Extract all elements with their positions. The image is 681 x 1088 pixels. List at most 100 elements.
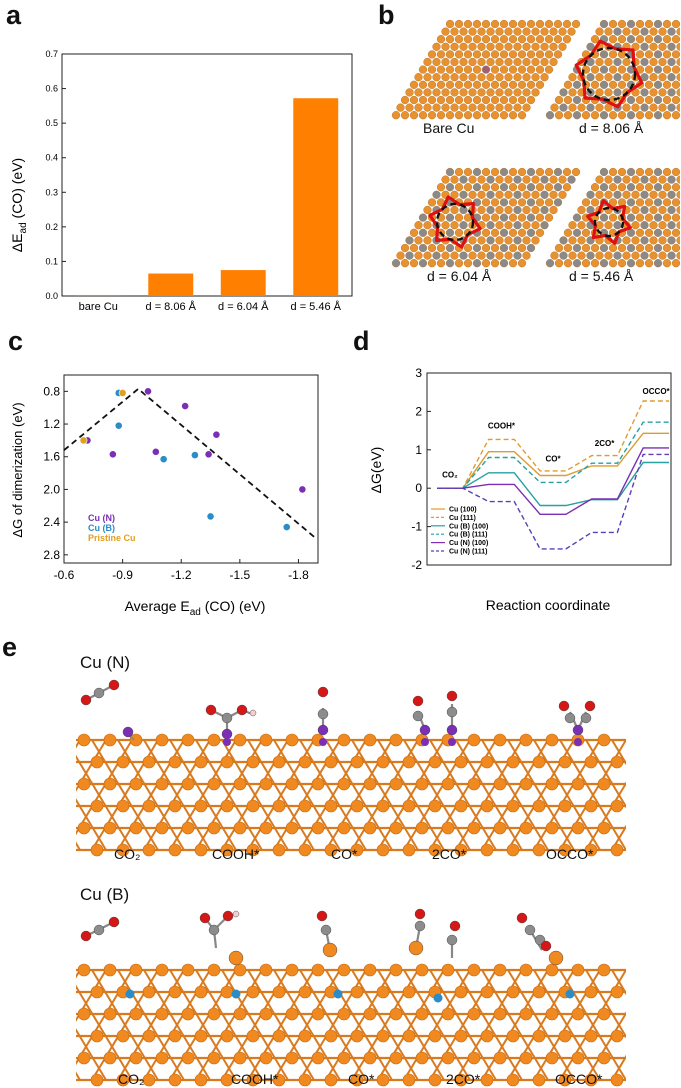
cu-atom xyxy=(481,213,491,222)
chart-c-ylabel: ΔG of dimerization (eV) xyxy=(10,402,25,537)
cu-atom xyxy=(495,27,504,36)
cu-atom xyxy=(324,1029,338,1043)
cu-b-slab-row xyxy=(0,908,681,1087)
cu-atom xyxy=(441,27,450,36)
chart-c-points xyxy=(79,387,307,531)
cu-atom xyxy=(376,799,390,813)
cu-atom xyxy=(644,35,654,44)
cu-atom xyxy=(506,799,520,813)
cu-atom xyxy=(220,799,234,813)
cu-atom xyxy=(402,1073,416,1087)
chart-a-xtick-label: bare Cu xyxy=(79,301,118,313)
cu-atom xyxy=(454,95,464,105)
cu-atom xyxy=(649,103,658,112)
cu-atom xyxy=(540,57,549,67)
chart-d-ylabel: ΔG(eV) xyxy=(368,447,384,494)
cu-atom xyxy=(116,799,130,813)
cu-atom xyxy=(597,821,611,835)
panel-letter-b: b xyxy=(378,0,395,30)
cu-atom xyxy=(610,1073,624,1087)
cu-atom xyxy=(418,65,428,74)
cu-atom xyxy=(577,221,586,230)
cu-atom xyxy=(436,243,446,253)
cu-atom xyxy=(658,205,667,215)
cu-atom xyxy=(454,799,468,813)
cu-atom xyxy=(590,111,600,120)
cu-atom xyxy=(526,95,536,105)
cu-atom xyxy=(445,65,455,74)
cu-atom xyxy=(405,88,414,97)
cu-atom xyxy=(490,213,500,222)
boron-atom xyxy=(565,989,575,999)
cu-atom xyxy=(454,111,464,120)
cu-atom xyxy=(376,843,390,857)
cu-atom xyxy=(418,243,428,253)
cu-atom xyxy=(519,777,533,791)
cu-atom xyxy=(454,167,464,177)
cu-atom xyxy=(477,73,486,82)
cu-atom xyxy=(298,1073,312,1087)
cu-atom xyxy=(644,228,654,237)
cu-atom xyxy=(571,1007,585,1021)
cu-atom xyxy=(513,88,522,97)
adsorbate-atom xyxy=(108,916,120,928)
cu-atom xyxy=(490,95,500,105)
chart-c-frame xyxy=(63,374,319,564)
cu-atom xyxy=(535,228,545,237)
cu-atom xyxy=(459,175,468,184)
cu-atom xyxy=(481,228,491,237)
cu-atom xyxy=(532,1073,546,1087)
cu-atom xyxy=(676,221,680,230)
cu-atom xyxy=(472,111,482,120)
adsorbate-atom xyxy=(414,908,426,920)
cu-atom xyxy=(658,190,667,199)
cu-atom xyxy=(415,1007,429,1021)
cu-atom xyxy=(445,111,455,120)
cu-atom xyxy=(233,777,247,791)
cu-atom xyxy=(454,259,464,268)
cu-atom xyxy=(586,103,595,112)
cu-atom xyxy=(363,1051,377,1065)
cu-atom xyxy=(194,985,208,999)
cu-atom xyxy=(671,213,680,222)
cu-atom xyxy=(415,1051,429,1065)
cu-atom xyxy=(142,755,156,769)
cu-atom xyxy=(584,843,598,857)
adsorbate-atom xyxy=(108,679,120,691)
cu-atom xyxy=(477,175,486,184)
cu-atom xyxy=(454,50,464,59)
cu-atom xyxy=(220,985,234,999)
cu-atom xyxy=(608,259,618,268)
cu-atom xyxy=(463,95,473,105)
cu-atom xyxy=(155,821,169,835)
adsorbate-atom xyxy=(449,920,461,932)
cu-atom xyxy=(272,1029,286,1043)
cu-atom xyxy=(468,73,477,82)
cu-atom xyxy=(423,88,432,97)
cu-atom xyxy=(391,111,401,120)
dashed-circle xyxy=(593,206,625,238)
cu-atom xyxy=(653,167,663,177)
cu-atom xyxy=(155,1051,169,1065)
cu-atom xyxy=(441,88,450,97)
adsorbate-atom xyxy=(412,710,424,722)
cu-atom xyxy=(459,88,468,97)
cu-atom xyxy=(649,27,658,36)
boron-atom xyxy=(433,993,443,1003)
cu-atom xyxy=(671,183,680,192)
cu-atom xyxy=(506,1029,520,1043)
cu-atom xyxy=(559,251,568,260)
cu-atom xyxy=(640,88,649,97)
cu-atom xyxy=(558,843,572,857)
cu-atom xyxy=(467,733,481,747)
cu-atom xyxy=(116,1029,130,1043)
cu-slab-panel xyxy=(391,19,680,268)
cu-atom xyxy=(640,236,649,245)
cu-atom xyxy=(454,65,464,74)
cu-atom xyxy=(649,251,658,260)
cu-atom xyxy=(495,205,504,215)
cu-atom xyxy=(544,65,554,74)
cu-atom xyxy=(544,167,554,177)
chart-d-step-labels: CO₂ COOH* CO* 2CO* OCCO* xyxy=(442,387,670,479)
cu-atom xyxy=(626,183,636,192)
